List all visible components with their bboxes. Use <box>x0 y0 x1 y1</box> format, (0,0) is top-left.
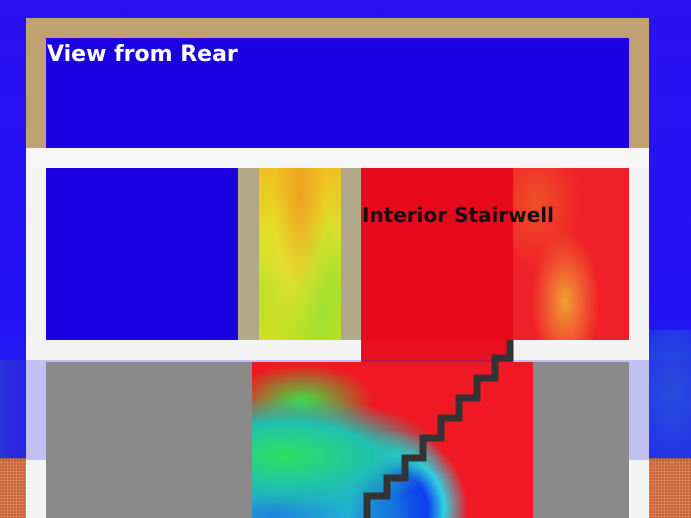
mid-floor-slab-stair-opening <box>361 340 513 362</box>
heat-lower <box>252 362 533 518</box>
heat-column-upper <box>259 168 341 340</box>
upper-right-room-heat <box>513 168 629 340</box>
pillar-left <box>238 168 259 340</box>
ground-right <box>648 458 691 518</box>
sky-left-haze <box>0 360 30 460</box>
stairwell-upper <box>361 168 513 340</box>
lower-left-room <box>46 362 252 518</box>
upper-floor-line <box>26 148 649 168</box>
lower-right-room <box>533 362 629 518</box>
staircase <box>363 340 514 518</box>
mid-floor-slab <box>26 340 649 362</box>
ground-left <box>0 458 26 518</box>
view-label: View from Rear <box>47 42 238 67</box>
pillar-middle <box>341 168 361 340</box>
upper-left-room <box>46 168 238 340</box>
attic-room <box>46 38 629 150</box>
stairwell-label: Interior Stairwell <box>362 203 555 227</box>
